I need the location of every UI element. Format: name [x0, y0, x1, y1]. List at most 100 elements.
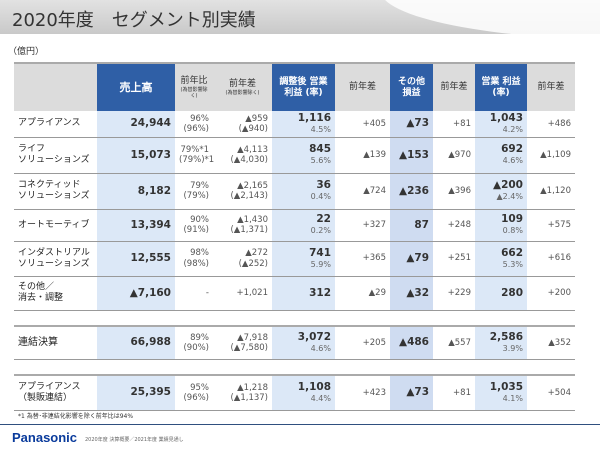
op-diff: +504 — [547, 387, 571, 398]
segment-name: アプライアンス — [18, 118, 81, 129]
adj-op-value: 741 — [309, 246, 331, 259]
op-value: 692 — [501, 143, 523, 156]
op-rate: ▲2.4% — [496, 192, 523, 201]
yoy-ratio-fx: (98%) — [183, 258, 209, 269]
header-yoy-ratio-label: 前年比 — [180, 76, 208, 87]
adj-op-diff: ▲724 — [363, 185, 386, 196]
segment-name-sub: ソリューションズ — [18, 155, 90, 165]
sales-value: 24,944 — [130, 117, 171, 130]
other-diff: ▲970 — [448, 149, 471, 160]
adj-op-diff: ▲29 — [368, 287, 386, 298]
segment-name: その他／ — [18, 282, 55, 293]
yoy-diff-fx: (▲1,371) — [230, 225, 268, 235]
yoy-diff-fx: (▲252) — [238, 258, 268, 269]
op-diff: ▲1,109 — [540, 149, 571, 160]
table-row: 連結決算 66,988 89% (90%) ▲7,918 (▲7,580) 3,072 4.6… — [14, 325, 575, 360]
adj-op-rate: 4.4% — [310, 393, 331, 403]
adj-op-rate: 4.5% — [310, 124, 331, 134]
header-yoy-diff-sub: (為替影響除く) — [225, 89, 260, 96]
yoy-diff-fx: (▲1,137) — [230, 392, 268, 403]
other-value: ▲486 — [399, 336, 429, 349]
other-value: ▲73 — [406, 386, 429, 399]
header-other: その他 損益 — [390, 62, 433, 111]
adj-op-value: 845 — [309, 143, 331, 156]
segment-name: ライフ — [18, 144, 46, 155]
yoy-diff: ▲1,430 — [237, 214, 268, 225]
adj-op-rate: 5.6% — [310, 156, 331, 165]
title-curve-decoration — [380, 0, 600, 34]
segment-name: オートモーティブ — [18, 219, 90, 230]
segment-name-sub: 消去・調整 — [18, 293, 64, 303]
other-value: ▲73 — [406, 117, 429, 130]
yoy-diff: +1,021 — [236, 287, 268, 298]
header-diff1: 前年差 — [335, 62, 390, 111]
op-value: 662 — [501, 246, 523, 259]
yoy-ratio: - — [205, 287, 209, 298]
other-diff: +81 — [453, 118, 471, 129]
op-value: 280 — [501, 286, 523, 299]
yoy-diff: ▲1,218 — [237, 382, 268, 393]
footnote: *1 為替･非連結化影響を除く前年比は94% — [18, 413, 134, 420]
table-row: コネクティッド ソリューションズ 8,182 79% (79%) ▲2,165 (▲2,14… — [14, 173, 575, 210]
header-op: 営業 利益 (率) — [475, 62, 527, 111]
segment-name: コネクティッド — [18, 180, 81, 191]
yoy-diff: ▲959 — [245, 113, 268, 124]
yoy-diff-fx: (▲4,030) — [230, 155, 268, 165]
table-row: オートモーティブ 13,394 90% (91%) ▲1,430 (▲1,371) 22 0.… — [14, 209, 575, 242]
op-value: 1,035 — [489, 380, 523, 393]
adj-op-rate: 5.9% — [310, 259, 331, 269]
op-rate: 3.9% — [502, 343, 523, 353]
header-adj-op: 調整後 営業利益 (率) — [272, 62, 335, 111]
spacer-row — [14, 359, 575, 375]
segment-name: アプライアンス — [18, 381, 81, 392]
adj-op-diff: ▲139 — [363, 149, 386, 160]
footer-divider — [0, 424, 600, 425]
op-rate: 4.2% — [502, 124, 523, 134]
table-row: アプライアンス （製販連結） 25,395 95% (96%) ▲1,218 (▲1,137… — [14, 374, 575, 411]
yoy-diff-fx: (▲940) — [238, 123, 268, 134]
op-diff: +486 — [547, 118, 571, 129]
other-diff: ▲557 — [448, 337, 471, 348]
adj-op-rate: 0.4% — [310, 192, 331, 201]
sales-value: 66,988 — [130, 336, 171, 349]
header-yoy-diff-label: 前年差 — [228, 79, 256, 90]
yoy-diff: ▲7,918 — [237, 332, 268, 343]
adj-op-value: 1,108 — [297, 380, 331, 393]
adj-op-value: 36 — [316, 179, 331, 192]
table-row: インダストリアル ソリューションズ 12,555 98% (98%) ▲272 (▲252)… — [14, 241, 575, 277]
segment-table: 売上高 前年比 (為替影響除く) 前年差 (為替影響除く) 調整後 営業利益 (率)… — [14, 62, 575, 411]
yoy-ratio-fx: (96%) — [183, 392, 209, 403]
other-diff: +251 — [447, 253, 471, 264]
adj-op-value: 312 — [309, 286, 331, 299]
sales-value: 25,395 — [130, 386, 171, 399]
yoy-ratio: 95% — [190, 382, 209, 393]
op-rate: 4.6% — [502, 156, 523, 165]
adj-op-diff: +327 — [362, 219, 386, 230]
other-value: ▲236 — [399, 184, 429, 197]
op-value: 109 — [501, 213, 523, 226]
yoy-diff-fx: (▲7,580) — [230, 342, 268, 353]
op-rate: 0.8% — [502, 226, 523, 235]
yoy-ratio: 79% — [190, 180, 209, 191]
yoy-ratio: 79%*1 — [180, 144, 209, 155]
segment-name-sub: ソリューションズ — [18, 191, 90, 201]
yoy-diff: ▲272 — [245, 248, 268, 259]
yoy-ratio: 96% — [190, 113, 209, 124]
title-bar: 2020年度 セグメント別実績 — [0, 0, 600, 34]
segment-name-sub: ソリューションズ — [18, 258, 90, 269]
header-diff2: 前年差 — [433, 62, 475, 111]
other-diff: +229 — [447, 287, 471, 298]
table-row: アプライアンス 24,944 96% (96%) ▲959 (▲940) 1,116 4.5%… — [14, 111, 575, 138]
header-empty — [14, 62, 97, 111]
other-value: ▲79 — [406, 252, 429, 265]
adj-op-diff: +423 — [362, 387, 386, 398]
header-yoy-ratio-sub: (為替影響除く) — [180, 86, 208, 99]
sales-value: ▲7,160 — [129, 286, 171, 299]
op-value: 1,043 — [489, 111, 523, 124]
other-diff: ▲396 — [448, 185, 471, 196]
segment-name: インダストリアル — [18, 247, 90, 258]
header-yoy-ratio: 前年比 (為替影響除く) — [175, 62, 213, 111]
op-diff: ▲1,120 — [540, 185, 571, 196]
yoy-diff: ▲2,165 — [237, 180, 268, 191]
yoy-ratio-fx: (96%) — [183, 123, 209, 134]
